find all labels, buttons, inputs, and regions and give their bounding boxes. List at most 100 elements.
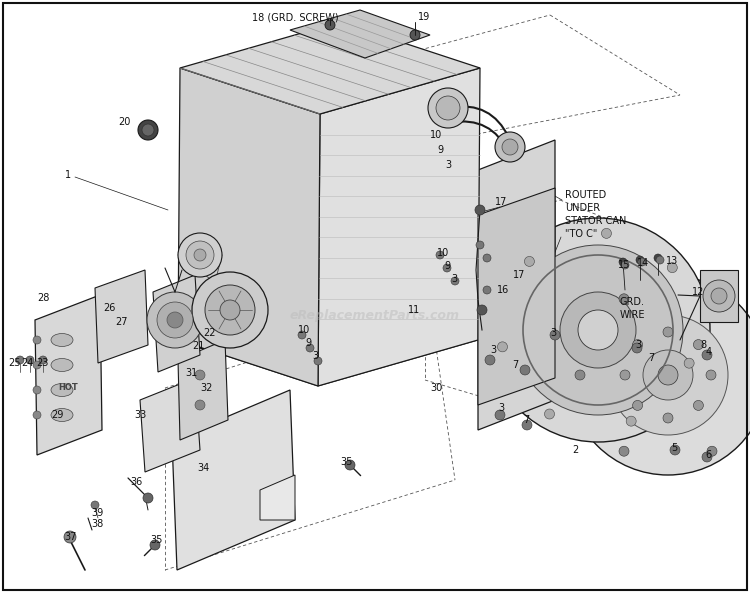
Circle shape — [522, 420, 532, 430]
Circle shape — [142, 124, 154, 136]
Ellipse shape — [51, 409, 73, 422]
Ellipse shape — [51, 333, 73, 346]
Circle shape — [568, 275, 750, 475]
Polygon shape — [178, 294, 478, 386]
Circle shape — [707, 294, 717, 304]
Text: 31: 31 — [185, 368, 197, 378]
Polygon shape — [290, 10, 430, 58]
Text: 8: 8 — [700, 340, 706, 350]
Circle shape — [656, 256, 664, 264]
Polygon shape — [172, 390, 295, 570]
Text: 34: 34 — [197, 463, 209, 473]
Text: 13: 13 — [666, 256, 678, 266]
Text: STATOR CAN: STATOR CAN — [565, 216, 626, 226]
Circle shape — [436, 251, 444, 259]
Polygon shape — [95, 270, 148, 363]
Circle shape — [167, 312, 183, 328]
Text: 27: 27 — [115, 317, 128, 327]
Polygon shape — [140, 378, 200, 472]
Text: 14: 14 — [637, 258, 650, 268]
Text: 11: 11 — [408, 305, 420, 315]
Text: 15: 15 — [618, 260, 630, 270]
Circle shape — [495, 410, 505, 420]
Text: 35: 35 — [340, 457, 352, 467]
Text: 32: 32 — [200, 383, 212, 393]
Circle shape — [39, 356, 47, 364]
Circle shape — [157, 302, 193, 338]
Text: 10: 10 — [298, 325, 310, 335]
Circle shape — [638, 258, 646, 266]
Text: 21: 21 — [192, 341, 204, 351]
Circle shape — [643, 350, 693, 400]
Circle shape — [619, 258, 627, 266]
Text: "TO C": "TO C" — [565, 229, 597, 239]
Circle shape — [220, 300, 240, 320]
Circle shape — [502, 139, 518, 155]
Circle shape — [702, 452, 712, 462]
Polygon shape — [153, 275, 200, 372]
Text: 3: 3 — [490, 345, 496, 355]
Circle shape — [632, 343, 642, 353]
Text: 7: 7 — [523, 415, 530, 425]
Text: 3: 3 — [445, 160, 452, 170]
Circle shape — [668, 263, 677, 273]
Text: ROUTED: ROUTED — [565, 190, 606, 200]
Circle shape — [428, 88, 468, 128]
Text: 19: 19 — [418, 12, 430, 22]
Circle shape — [485, 355, 495, 365]
Circle shape — [345, 460, 355, 470]
Circle shape — [475, 205, 485, 215]
Circle shape — [621, 261, 629, 269]
Text: 37: 37 — [64, 532, 76, 542]
Circle shape — [658, 365, 678, 385]
Circle shape — [298, 331, 306, 339]
Circle shape — [33, 386, 41, 394]
Text: GRD.: GRD. — [620, 297, 645, 307]
Circle shape — [520, 365, 530, 375]
Text: 23: 23 — [36, 358, 48, 368]
Polygon shape — [478, 140, 555, 430]
Circle shape — [451, 277, 459, 285]
Circle shape — [483, 286, 491, 294]
Circle shape — [33, 336, 41, 344]
Circle shape — [178, 233, 222, 277]
Text: 16: 16 — [497, 285, 509, 295]
Circle shape — [33, 411, 41, 419]
Circle shape — [711, 288, 727, 304]
Circle shape — [608, 315, 728, 435]
Text: 10: 10 — [430, 130, 442, 140]
Circle shape — [578, 310, 618, 350]
Circle shape — [560, 292, 636, 368]
Circle shape — [706, 370, 716, 380]
Text: 38: 38 — [91, 519, 104, 529]
Circle shape — [663, 327, 673, 337]
Circle shape — [495, 132, 525, 162]
Circle shape — [486, 218, 710, 442]
Text: HOT: HOT — [58, 384, 78, 393]
Circle shape — [636, 256, 644, 264]
Polygon shape — [478, 188, 555, 405]
Circle shape — [443, 264, 451, 272]
Circle shape — [619, 446, 629, 456]
Circle shape — [654, 254, 662, 262]
Circle shape — [26, 356, 34, 364]
Text: 10: 10 — [437, 248, 449, 258]
Circle shape — [314, 357, 322, 365]
Circle shape — [150, 540, 160, 550]
Text: eReplacementParts.com: eReplacementParts.com — [290, 308, 460, 321]
Polygon shape — [180, 22, 480, 114]
Circle shape — [147, 292, 203, 348]
Circle shape — [192, 272, 268, 348]
Text: 22: 22 — [203, 328, 215, 338]
Circle shape — [575, 370, 585, 380]
Polygon shape — [318, 68, 480, 386]
Circle shape — [550, 330, 560, 340]
Circle shape — [91, 501, 99, 509]
Circle shape — [325, 20, 335, 30]
Circle shape — [143, 493, 153, 503]
Circle shape — [544, 409, 554, 419]
Circle shape — [194, 249, 206, 261]
Text: 28: 28 — [37, 293, 50, 303]
Text: 6: 6 — [705, 450, 711, 460]
Text: 18 (GRD. SCREW): 18 (GRD. SCREW) — [252, 12, 338, 22]
